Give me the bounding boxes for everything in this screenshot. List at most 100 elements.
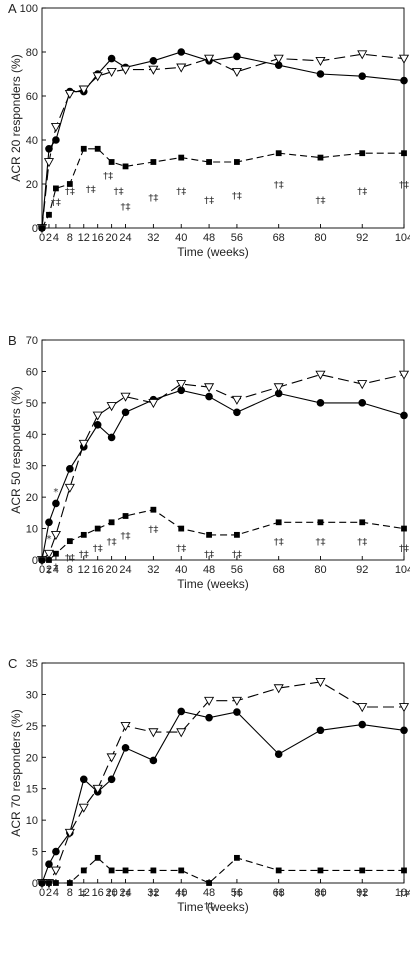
y-tick-label: 15 (26, 784, 38, 796)
data-point-circle (358, 399, 367, 407)
data-point-triangle (64, 89, 75, 100)
data-point-square (94, 145, 101, 152)
significance-marker: * (53, 487, 58, 498)
significance-marker: †‡ (399, 180, 409, 191)
significance-marker: †‡ (232, 191, 242, 202)
x-tick-label: 12 (78, 564, 90, 576)
data-point-triangle (315, 56, 326, 67)
significance-marker: †‡ (86, 184, 96, 195)
data-point-square (150, 867, 157, 874)
y-tick-label: 5 (32, 847, 38, 859)
y-tick-label: 20 (26, 492, 38, 504)
x-tick-label: 2 (46, 564, 52, 576)
x-tick-label: 92 (356, 232, 368, 244)
y-tick-label: 100 (20, 3, 38, 15)
x-tick-label: 104 (395, 564, 410, 576)
y-axis-title: ACR 50 responders (%) (9, 386, 23, 513)
significance-marker: †‡ (232, 888, 242, 899)
plot-frame (41, 7, 405, 229)
significance-marker: †‡ (107, 537, 117, 548)
x-tick-label: 104 (395, 232, 410, 244)
x-tick-label: 0 (39, 232, 45, 244)
data-point-square (178, 867, 185, 874)
data-point-triangle (176, 380, 187, 390)
x-tick-label: 48 (203, 564, 215, 576)
data-point-square (122, 513, 129, 519)
y-tick-label: 20 (26, 752, 38, 764)
data-point-triangle (92, 411, 103, 421)
data-point-square (80, 867, 87, 874)
x-tick-label: 92 (356, 887, 368, 899)
data-point-square (80, 145, 87, 152)
data-point-square (401, 867, 407, 874)
data-point-square (359, 867, 366, 874)
x-tick-label: 48 (203, 887, 215, 899)
y-tick-label: 10 (26, 524, 38, 536)
data-point-circle (400, 76, 408, 85)
y-tick-label: 25 (26, 721, 38, 733)
data-point-triangle (398, 703, 410, 713)
x-tick-label: 92 (356, 564, 368, 576)
data-point-triangle (106, 402, 117, 412)
data-point-triangle (78, 803, 89, 813)
data-point-circle (400, 726, 408, 735)
data-point-square (317, 154, 324, 161)
x-tick-label: 4 (53, 564, 59, 576)
y-tick-label: 40 (26, 429, 38, 441)
significance-marker: †‡ (107, 888, 117, 899)
panel-letter: C (8, 656, 17, 671)
y-tick-label: 0 (32, 878, 38, 890)
data-point-square (108, 519, 115, 526)
data-point-square (317, 519, 324, 526)
x-tick-label: 80 (314, 564, 326, 576)
data-point-square (122, 163, 129, 170)
significance-marker: †‡ (114, 187, 124, 198)
significance-marker: †‡ (232, 550, 242, 561)
data-point-triangle (43, 158, 55, 168)
data-point-triangle (273, 54, 284, 64)
significance-marker: †‡ (357, 187, 367, 198)
significance-marker: †‡ (148, 193, 158, 204)
data-point-triangle (357, 50, 368, 60)
y-axis-title: ACR 20 responders (%) (9, 54, 23, 181)
data-point-triangle (398, 370, 410, 380)
significance-marker: †‡ (315, 537, 325, 548)
y-tick-label: 70 (26, 335, 38, 347)
x-axis-title: Time (weeks) (177, 900, 249, 914)
data-point-square (80, 531, 87, 538)
significance-marker: †‡ (176, 543, 186, 554)
data-point-triangle (204, 696, 215, 706)
significance-marker: †‡ (315, 195, 325, 206)
data-point-circle (400, 411, 408, 420)
x-tick-label: 8 (67, 232, 73, 244)
x-axis-title: Time (weeks) (177, 577, 249, 591)
x-tick-label: 8 (67, 887, 73, 899)
data-point-square (275, 150, 282, 157)
data-point-square (66, 538, 73, 545)
x-tick-label: 68 (273, 887, 285, 899)
data-point-square (178, 525, 185, 532)
x-tick-label: 32 (147, 232, 159, 244)
data-point-triangle (78, 439, 89, 449)
series-line-circle-filled (41, 51, 405, 229)
x-tick-label: 24 (119, 887, 131, 899)
data-point-circle (66, 465, 74, 473)
data-point-circle (316, 399, 325, 407)
data-point-triangle (106, 753, 117, 763)
data-point-square (53, 550, 59, 557)
data-point-square (46, 211, 52, 218)
panel-letter: A (8, 1, 17, 16)
data-point-square (108, 867, 115, 874)
data-point-circle (149, 756, 158, 765)
data-point-triangle (398, 54, 410, 64)
x-tick-label: 2 (46, 232, 52, 244)
significance-marker: †‡ (399, 543, 409, 554)
series-line-triangle-down-open (41, 374, 405, 561)
data-point-circle (274, 750, 283, 758)
data-point-circle (52, 847, 60, 856)
data-point-square (401, 150, 407, 157)
significance-marker: †‡ (274, 537, 284, 548)
data-point-square (275, 519, 282, 526)
series-line-square-filled (41, 148, 404, 229)
